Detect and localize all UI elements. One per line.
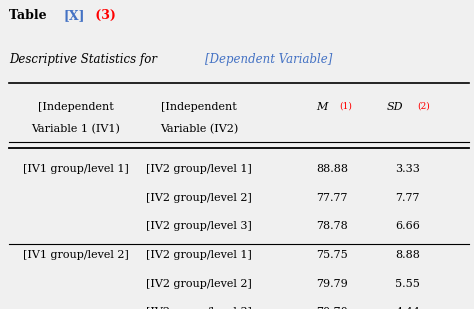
Text: 3.33: 3.33 (395, 164, 420, 174)
Text: [Dependent Variable]: [Dependent Variable] (205, 53, 333, 66)
Text: 77.77: 77.77 (316, 193, 347, 202)
Text: 70.70: 70.70 (316, 307, 347, 309)
Text: Variable 1 (IV1): Variable 1 (IV1) (31, 124, 120, 134)
Text: [X]: [X] (64, 9, 85, 22)
Text: Variable (IV2): Variable (IV2) (160, 124, 238, 134)
Text: [IV1 group/level 2]: [IV1 group/level 2] (23, 250, 129, 260)
Text: M: M (316, 102, 327, 112)
Text: Descriptive Statistics for: Descriptive Statistics for (9, 53, 161, 66)
Text: [IV1 group/level 1]: [IV1 group/level 1] (23, 164, 129, 174)
Text: SD: SD (386, 102, 403, 112)
Text: 5.55: 5.55 (395, 279, 420, 289)
Text: [IV2 group/level 2]: [IV2 group/level 2] (146, 193, 252, 202)
Text: 8.88: 8.88 (395, 250, 420, 260)
Text: [Independent: [Independent (38, 102, 114, 112)
Text: [IV2 group/level 2]: [IV2 group/level 2] (146, 279, 252, 289)
Text: 6.66: 6.66 (395, 221, 420, 231)
Text: (1): (1) (339, 102, 352, 111)
Text: [IV2 group/level 1]: [IV2 group/level 1] (146, 250, 252, 260)
Text: Table: Table (9, 9, 52, 22)
Text: (3): (3) (91, 9, 116, 22)
Text: 75.75: 75.75 (316, 250, 347, 260)
Text: 4.44: 4.44 (395, 307, 420, 309)
Text: 78.78: 78.78 (316, 221, 347, 231)
Text: (2): (2) (417, 102, 430, 111)
Text: 7.77: 7.77 (395, 193, 420, 202)
Text: [IV2 group/level 3]: [IV2 group/level 3] (146, 221, 252, 231)
Text: 88.88: 88.88 (316, 164, 348, 174)
Text: [IV2 group/level 3]: [IV2 group/level 3] (146, 307, 252, 309)
Text: 79.79: 79.79 (316, 279, 347, 289)
Text: [IV2 group/level 1]: [IV2 group/level 1] (146, 164, 252, 174)
Text: [Independent: [Independent (161, 102, 237, 112)
